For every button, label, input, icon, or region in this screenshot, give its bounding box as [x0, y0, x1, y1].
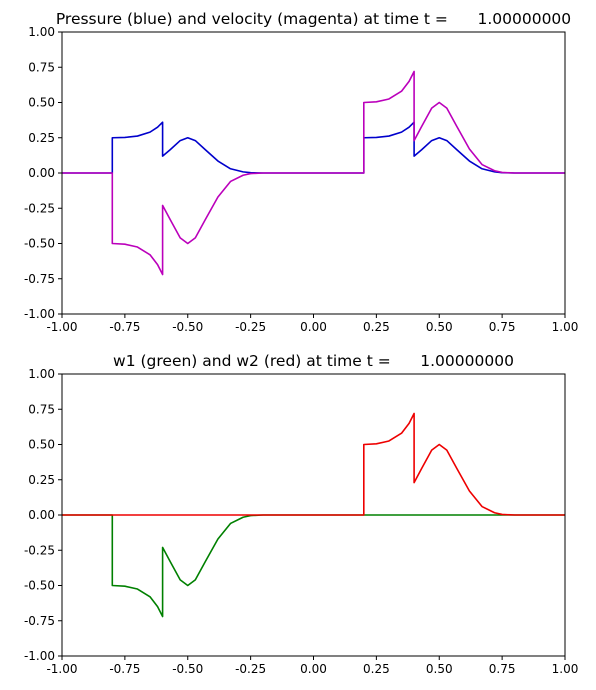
x-tick-label: 0.25	[363, 662, 390, 676]
series-line-1	[62, 514, 565, 618]
y-tick-label: -0.25	[24, 201, 55, 215]
x-tick-label: 1.00	[552, 320, 579, 334]
y-tick-label: 0.50	[28, 96, 55, 110]
x-tick-label: -0.50	[172, 662, 203, 676]
chart-title: Pressure (blue) and velocity (magenta) a…	[56, 10, 571, 28]
y-tick-label: 0.75	[28, 60, 55, 74]
x-tick-label: 0.00	[300, 662, 327, 676]
y-tick-label: -0.75	[24, 614, 55, 628]
x-tick-label: 0.50	[426, 662, 453, 676]
x-tick-label: 0.50	[426, 320, 453, 334]
y-tick-label: 0.00	[28, 166, 55, 180]
y-tick-label: -0.25	[24, 543, 55, 557]
y-tick-label: -0.50	[24, 237, 55, 251]
series-group	[62, 412, 565, 618]
y-tick-label: -0.50	[24, 579, 55, 593]
x-tick-label: 0.75	[489, 320, 516, 334]
y-tick-label: 0.50	[28, 438, 55, 452]
x-tick-label: 0.75	[489, 662, 516, 676]
x-tick-label: -0.50	[172, 320, 203, 334]
x-tick-label: 0.00	[300, 320, 327, 334]
y-tick-label: -1.00	[24, 307, 55, 321]
x-tick-label: -1.00	[46, 662, 77, 676]
x-tick-label: -0.25	[235, 662, 266, 676]
series-line-1	[62, 121, 565, 174]
y-tick-label: 1.00	[28, 367, 55, 381]
series-line-2	[62, 70, 565, 276]
x-tick-label: -0.75	[109, 320, 140, 334]
y-tick-label: 0.25	[28, 131, 55, 145]
y-tick-label: 0.25	[28, 473, 55, 487]
y-tick-label: 1.00	[28, 25, 55, 39]
x-tick-label: -1.00	[46, 320, 77, 334]
x-tick-label: -0.75	[109, 662, 140, 676]
series-group	[62, 70, 565, 276]
series-line-2	[62, 412, 565, 516]
chart-panel-1: Pressure (blue) and velocity (magenta) a…	[24, 10, 578, 334]
y-tick-label: 0.00	[28, 508, 55, 522]
y-tick-label: -1.00	[24, 649, 55, 663]
chart-title: w1 (green) and w2 (red) at time t = 1.00…	[113, 352, 514, 370]
x-tick-label: -0.25	[235, 320, 266, 334]
x-tick-label: 1.00	[552, 662, 579, 676]
y-tick-label: -0.75	[24, 272, 55, 286]
x-tick-label: 0.25	[363, 320, 390, 334]
y-tick-label: 0.75	[28, 402, 55, 416]
chart-panel-2: w1 (green) and w2 (red) at time t = 1.00…	[24, 352, 578, 676]
